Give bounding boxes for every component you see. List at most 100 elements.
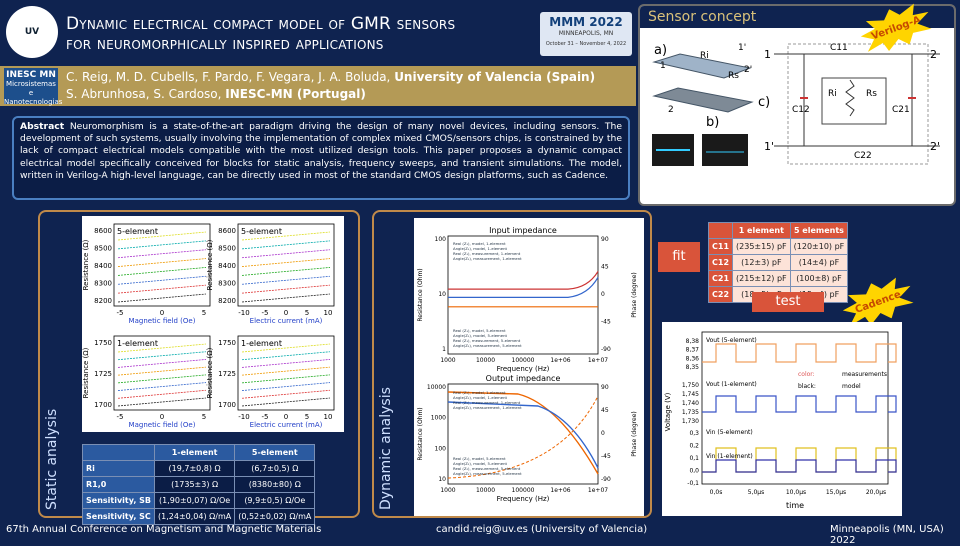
y-tick-label: 8300: [218, 280, 236, 288]
series-line: [448, 277, 599, 298]
y2-axis-label: Phase (degree): [631, 272, 638, 318]
impedance-charts: Input impedance 100 10 1 90 45 0 -45 -90 1000 1000…: [414, 218, 644, 516]
svg-text:2': 2': [930, 140, 940, 153]
abstract: Abstract Neuromorphism is a state-of-the…: [12, 116, 630, 200]
series-line: [241, 240, 331, 250]
legend-key: black:: [798, 383, 816, 390]
series-line: [117, 240, 207, 250]
series-line: [447, 395, 599, 479]
y-tick-label: 0,0: [689, 468, 699, 475]
legend-entry: Real (Z₁), measurement, 5-element: [453, 338, 521, 343]
trace-label: Vout (1-element): [706, 381, 757, 388]
chart-frame: [447, 383, 599, 485]
svg-text:Ri: Ri: [828, 89, 837, 99]
y-tick-label: 8300: [94, 280, 112, 288]
svg-text:2': 2': [744, 65, 752, 75]
table-row: C11 (235±15) pF (120±10) pF: [707, 238, 849, 255]
table-cell: (0,52±0,02) Ω/mA: [234, 508, 316, 525]
y2-tick-label: -90: [601, 346, 611, 353]
chart-frame: [113, 223, 211, 307]
x-tick-label: 5: [202, 309, 206, 317]
x-axis-label: Electric current (mA): [250, 421, 323, 429]
table-cell: (215±12) pF: [732, 270, 791, 287]
x-tick-label: 5: [305, 309, 309, 317]
legend-entry: Angle(Z₂), model, 5-element: [453, 461, 507, 466]
series-line: [117, 359, 207, 368]
x-tick-label: 1000: [440, 357, 455, 364]
table-header: 1-element: [154, 444, 236, 461]
y-tick-label: 8600: [94, 227, 112, 235]
y-tick-label: 1700: [94, 401, 112, 409]
y-tick-label: 1700: [218, 401, 236, 409]
series-line: [117, 293, 207, 303]
y-axis-label: Resistance (Ω): [82, 347, 90, 398]
table-row: Sensitivity, SB (1,90±0,07) Ω/Oe (9,9±0,5)…: [81, 492, 316, 509]
legend-entry: Real (Z₁), measurement, 1-element: [453, 251, 521, 256]
series-line: [117, 284, 207, 294]
table-cell: (1,24±0,04) Ω/mA: [154, 508, 236, 525]
y-tick-label: 1,750: [682, 382, 699, 389]
chart-frame: [113, 335, 211, 411]
y-tick-label: 8500: [94, 245, 112, 253]
y-tick-label: 1750: [94, 339, 112, 347]
inesc-logo: INESC MN Microsistemas e Nanotecnologias: [4, 68, 63, 106]
x-tick-label: 100000: [512, 357, 535, 364]
series-line: [241, 293, 331, 303]
series-line: [117, 249, 207, 259]
series-line: [117, 275, 207, 285]
y-tick-label: 8200: [94, 297, 112, 305]
y2-tick-label: 45: [601, 407, 609, 414]
x-tick-label: 5: [305, 413, 309, 421]
series-line: [241, 366, 331, 376]
x-axis-label: Magnetic field (Oe): [129, 421, 196, 429]
y-tick-label: 0,3: [689, 430, 699, 437]
table-row: R1,0 (1735±3) Ω (8380±80) Ω: [81, 476, 316, 493]
footer-contact: candid.reig@uv.es (University of Valenci…: [436, 524, 648, 535]
chart-title: Input impedance: [489, 226, 557, 235]
table-cell: (14±4) pF: [789, 254, 849, 271]
legend-entry: Angle(Z₂), measurement, 5-element: [453, 471, 522, 476]
chart-title: 5-element: [241, 227, 282, 236]
y-tick-label: 1750: [218, 339, 236, 347]
svg-text:Rs: Rs: [866, 89, 877, 99]
series-line: [241, 374, 331, 384]
series-line: [241, 359, 331, 368]
x-tick-label: 0: [160, 309, 164, 317]
legend-entry: Angle(Z₂), measurement, 1-element: [453, 405, 522, 410]
y-tick-label: 8400: [94, 262, 112, 270]
fig-a-label: a): [654, 43, 667, 58]
x-tick-label: 100000: [512, 487, 535, 494]
svg-text:1: 1: [764, 48, 771, 61]
trace-label: Vin (5-element): [706, 429, 753, 436]
series-line: [117, 374, 207, 384]
series-line: [241, 382, 331, 391]
table-header: 5 elements: [789, 222, 849, 239]
series-line: [241, 231, 331, 241]
table-header: 1 element: [732, 222, 791, 239]
series-line: [117, 231, 207, 241]
trace-label: Vin (1-element): [706, 453, 753, 460]
y-tick-label: 8400: [218, 262, 236, 270]
svg-text:C21: C21: [892, 105, 910, 115]
table-header: [707, 222, 734, 239]
x-tick-label: 1000: [440, 487, 455, 494]
chart-title: 1-element: [117, 339, 158, 348]
series-line: [241, 267, 331, 276]
table-row: Ri (19,7±0,8) Ω (6,7±0,5) Ω: [81, 460, 316, 477]
chart-frame: [237, 223, 335, 307]
fit-label: fit: [658, 242, 700, 272]
series-line: [241, 249, 331, 259]
legend-entry: Angle(Z₁), model, 1-element: [453, 246, 507, 251]
y2-tick-label: 90: [601, 236, 609, 243]
series-line: [447, 401, 599, 469]
x-tick-label: 0,0s: [710, 489, 723, 496]
y-tick-label: 10000: [427, 384, 446, 391]
table-cell: C11: [707, 238, 734, 255]
series-line: [241, 351, 331, 361]
fig-b-label: b): [706, 115, 719, 130]
fig-c-label: c): [758, 95, 770, 110]
legend-entry: Angle(Z₂), model, 1-element: [453, 395, 507, 400]
legend-entry: Real (Z₁), model, 1-element: [453, 241, 506, 246]
x-tick-label: 20,0µs: [866, 489, 886, 496]
x-tick-label: -5: [262, 413, 269, 421]
